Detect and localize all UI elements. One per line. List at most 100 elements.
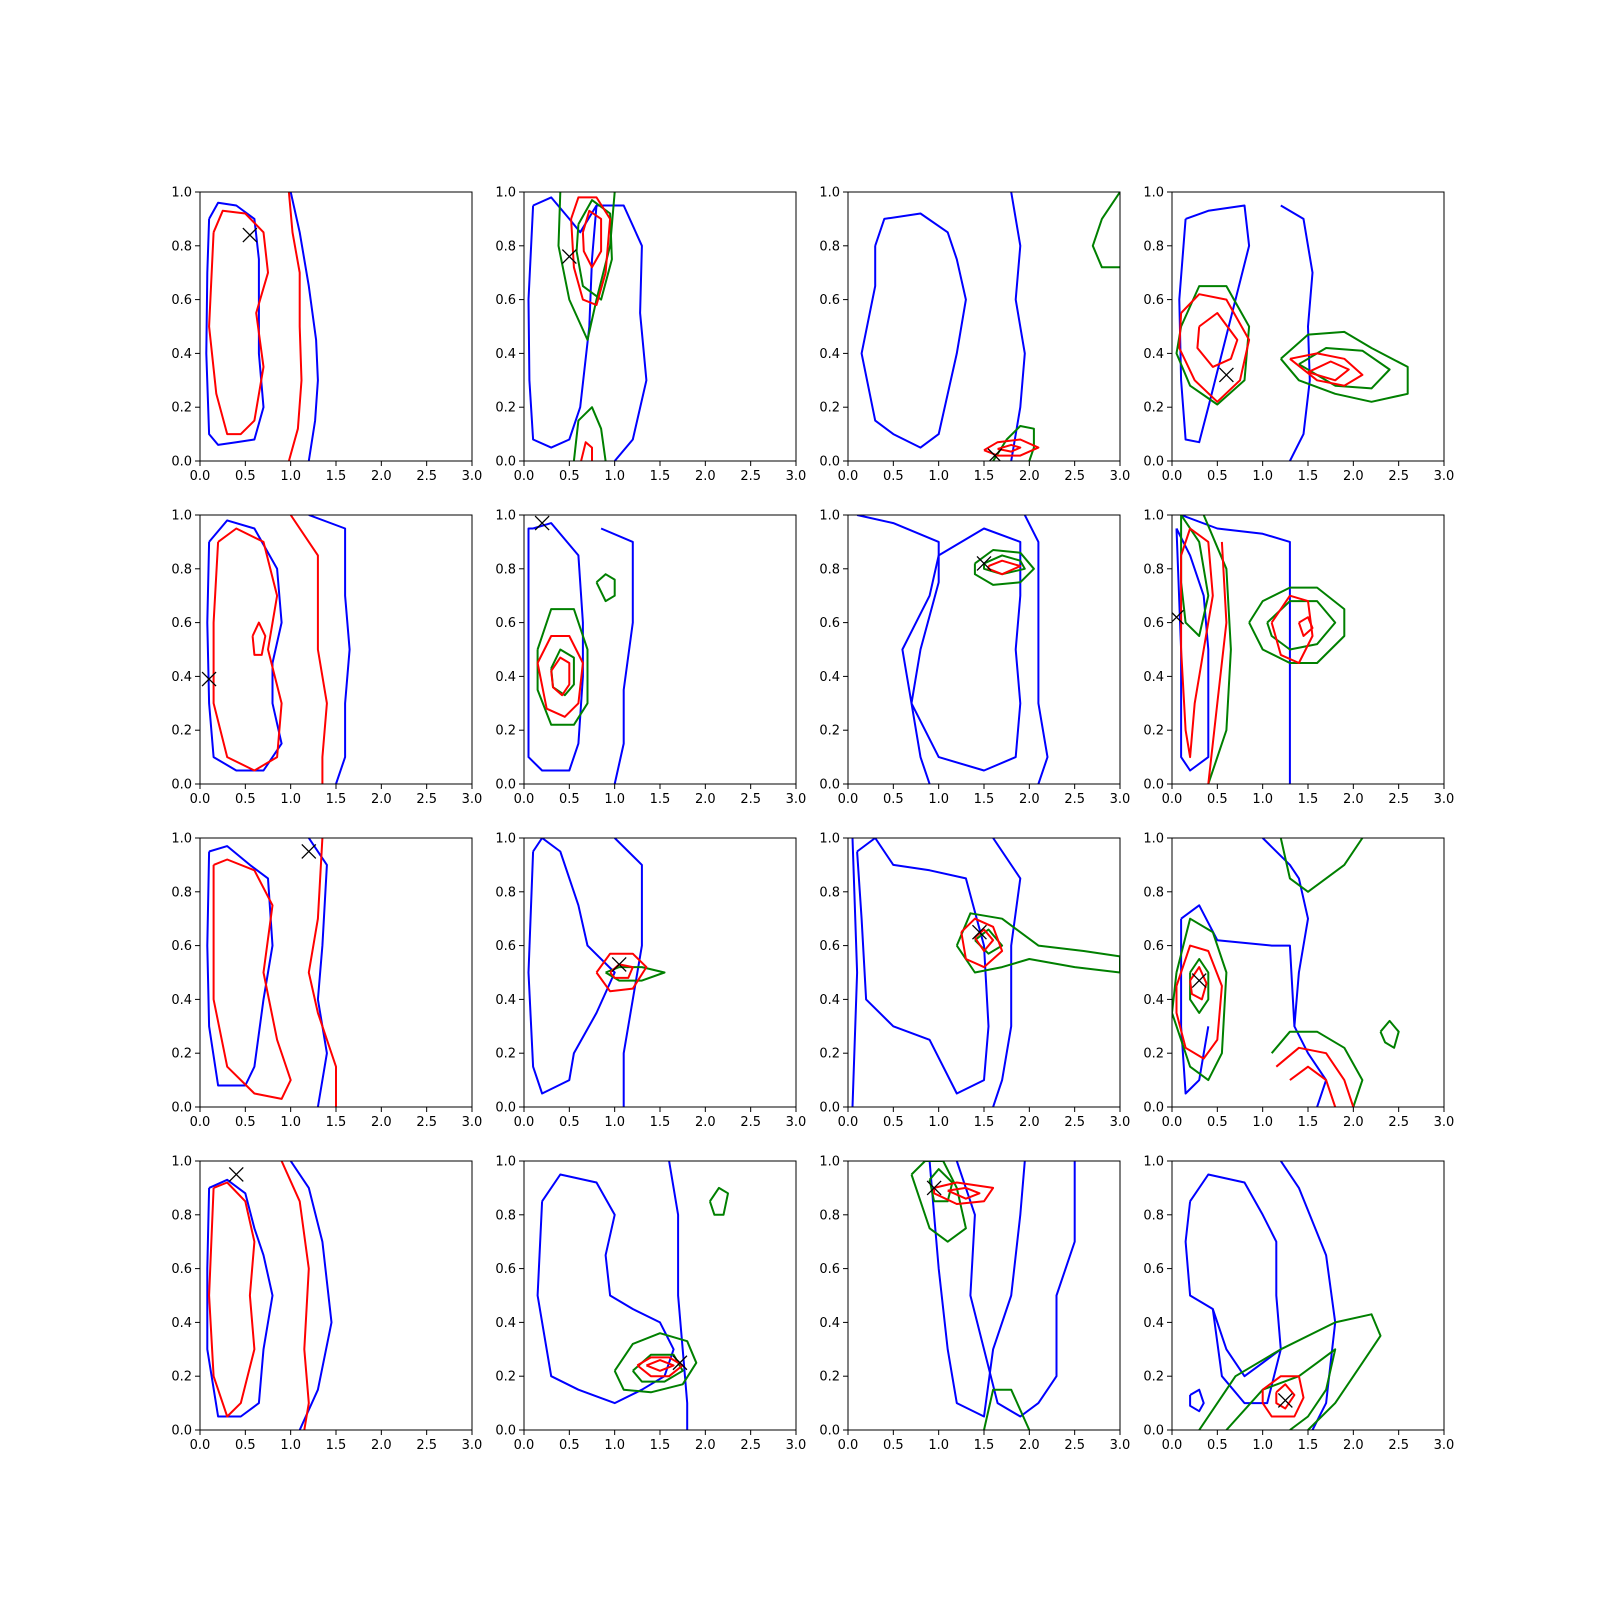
y-tick-label: 0.4 — [819, 993, 840, 1008]
x-tick-label: 2.0 — [695, 469, 716, 484]
x-tick-label: 2.5 — [1388, 1438, 1409, 1453]
contour-red-10 — [1189, 966, 1208, 1001]
contour-green-5 — [595, 573, 616, 603]
x-marker — [1277, 1392, 1293, 1408]
x-tick-label: 2.5 — [416, 792, 437, 807]
y-tick-label: 0.2 — [819, 1370, 840, 1385]
y-tick-label: 0.0 — [171, 1101, 192, 1116]
x-tick-label: 1.0 — [928, 469, 949, 484]
x-tick-label: 1.5 — [650, 792, 671, 807]
panel-3: 0.0 0.5 1.0 1.5 2.0 2.5 3.0 0.0 0.2 0.4 0.6 0.8 1.0 — [819, 186, 1130, 485]
x-tick-label: 3.0 — [462, 469, 483, 484]
x-tick-label: 1.5 — [1298, 1438, 1319, 1453]
x-tick-label: 0.5 — [1207, 469, 1228, 484]
y-tick-label: 1.0 — [819, 186, 840, 201]
y-tick-label: 0.8 — [1143, 1208, 1164, 1223]
x-tick-label: 3.0 — [1110, 469, 1131, 484]
y-tick-label: 0.2 — [1143, 401, 1164, 416]
plot-area — [206, 838, 337, 1107]
y-tick-label: 0.0 — [819, 778, 840, 793]
y-tick-label: 0.4 — [1143, 993, 1164, 1008]
y-tick-label: 0.4 — [1143, 347, 1164, 362]
contour-green-4 — [1280, 330, 1409, 403]
x-tick-label: 2.0 — [371, 1438, 392, 1453]
panel-6: 0.0 0.5 1.0 1.5 2.0 2.5 3.0 0.0 0.2 0.4 0.6 0.8 1.0 — [495, 509, 806, 808]
contour-blue-2 — [1010, 192, 1026, 461]
y-tick-label: 0.0 — [819, 1424, 840, 1439]
y-tick-label: 0.8 — [495, 562, 516, 577]
contour-red-12 — [1289, 1065, 1337, 1107]
contour-blue-4 — [1211, 1308, 1282, 1405]
contour-red-10 — [1297, 616, 1314, 637]
contour-red-9 — [1270, 594, 1314, 664]
axes-frame — [523, 514, 797, 785]
y-tick-label: 0.6 — [1143, 939, 1164, 954]
panel-8: 0.0 0.5 1.0 1.5 2.0 2.5 3.0 0.0 0.2 0.4 0.6 0.8 1.0 — [1143, 509, 1454, 808]
plot-area — [851, 838, 1120, 1107]
y-tick-label: 0.0 — [495, 1424, 516, 1439]
contour-red-7 — [1261, 1375, 1305, 1418]
y-tick-label: 1.0 — [171, 186, 192, 201]
x-marker — [672, 1355, 688, 1371]
x-tick-label: 0.0 — [1162, 792, 1183, 807]
x-tick-label: 3.0 — [462, 1115, 483, 1130]
x-tick-label: 2.5 — [740, 469, 761, 484]
plot-area — [1184, 1161, 1382, 1430]
x-tick-label: 1.5 — [650, 469, 671, 484]
plot-area — [527, 515, 634, 784]
x-tick-label: 2.5 — [740, 1115, 761, 1130]
contour-green-8 — [1379, 1019, 1400, 1049]
x-tick-label: 3.0 — [1434, 792, 1455, 807]
y-tick-label: 0.2 — [819, 401, 840, 416]
plot-area — [860, 192, 1120, 461]
contour-green-5 — [572, 406, 607, 461]
x-tick-label: 1.5 — [650, 1115, 671, 1130]
contour-blue-2 — [1180, 918, 1210, 1095]
x-tick-label: 1.5 — [326, 1115, 347, 1130]
y-tick-label: 0.4 — [495, 1316, 516, 1331]
x-tick-label: 1.0 — [280, 469, 301, 484]
contour-green-4 — [1091, 192, 1120, 269]
x-marker — [1191, 973, 1207, 989]
panel-5: 0.0 0.5 1.0 1.5 2.0 2.5 3.0 0.0 0.2 0.4 0.6 0.8 1.0 — [171, 509, 482, 808]
y-tick-label: 0.0 — [171, 1424, 192, 1439]
x-tick-label: 2.5 — [416, 1115, 437, 1130]
axes-frame — [847, 837, 1121, 1108]
x-tick-label: 1.0 — [1252, 792, 1273, 807]
y-tick-label: 1.0 — [1143, 509, 1164, 524]
axes-frame — [847, 191, 1121, 462]
contour-green-5 — [708, 1186, 729, 1216]
x-tick-label: 1.5 — [1298, 469, 1319, 484]
contour-green-5 — [1198, 1313, 1382, 1430]
contour-blue-2 — [600, 527, 634, 784]
y-tick-label: 0.8 — [819, 562, 840, 577]
y-tick-label: 1.0 — [1143, 832, 1164, 847]
contour-blue-2 — [1175, 528, 1210, 772]
x-tick-label: 0.5 — [1207, 1115, 1228, 1130]
x-tick-label: 0.5 — [1207, 792, 1228, 807]
y-tick-label: 0.6 — [1143, 1262, 1164, 1277]
contour-red-6 — [1178, 293, 1251, 403]
contour-green-4 — [955, 912, 1120, 974]
y-tick-label: 0.6 — [171, 1262, 192, 1277]
y-tick-label: 0.0 — [1143, 455, 1164, 470]
y-tick-label: 0.6 — [171, 939, 192, 954]
x-tick-label: 1.0 — [280, 1115, 301, 1130]
contour-blue-3 — [1261, 838, 1309, 1027]
y-tick-label: 0.6 — [819, 939, 840, 954]
plot-area — [527, 838, 666, 1107]
contour-blue-2 — [613, 838, 643, 1107]
contour-green-4 — [575, 199, 613, 301]
x-marker — [1218, 367, 1234, 383]
contour-blue-2 — [289, 192, 319, 461]
x-tick-label: 1.0 — [1252, 1438, 1273, 1453]
panel-16: 0.0 0.5 1.0 1.5 2.0 2.5 3.0 0.0 0.2 0.4 0.6 0.8 1.0 — [1143, 1155, 1454, 1454]
contour-green-4 — [632, 1353, 684, 1383]
y-tick-label: 0.0 — [495, 1101, 516, 1116]
contour-green-5 — [983, 1388, 1031, 1430]
contour-red-4 — [289, 515, 328, 784]
contour-green-3 — [536, 608, 589, 726]
y-tick-label: 1.0 — [1143, 1155, 1164, 1170]
x-tick-label: 0.0 — [838, 469, 859, 484]
x-tick-label: 0.0 — [838, 1115, 859, 1130]
